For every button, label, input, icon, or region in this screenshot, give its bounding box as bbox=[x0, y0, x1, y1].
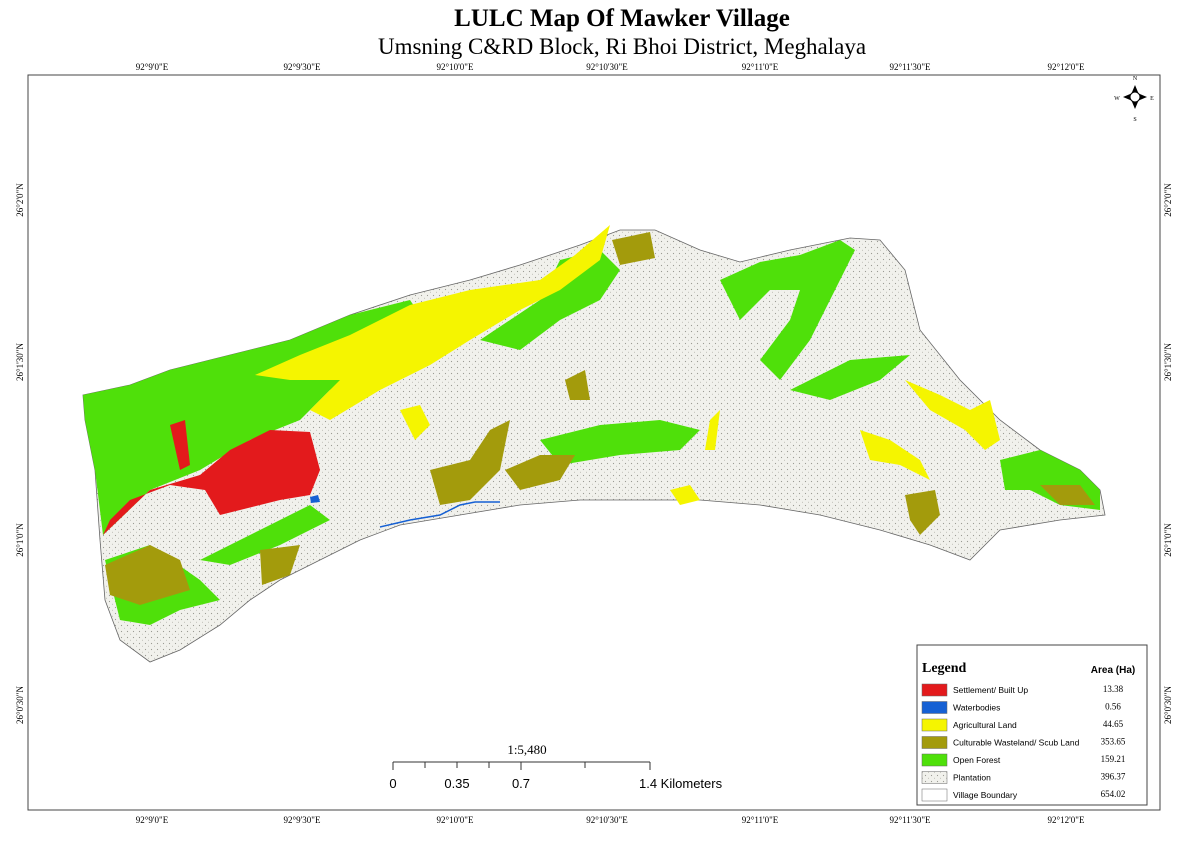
wasteland-e bbox=[612, 232, 655, 265]
legend-label: Waterbodies bbox=[953, 703, 1000, 713]
map-subtitle: Umsning C&RD Block, Ri Bhoi District, Me… bbox=[378, 34, 866, 59]
east-label: E bbox=[1150, 96, 1154, 102]
scale-label: 0.7 bbox=[512, 776, 530, 791]
agri-b bbox=[905, 380, 1000, 450]
north-arrow: N S E W bbox=[1114, 76, 1154, 123]
longitude-label: 92°9'0"E bbox=[136, 815, 169, 825]
longitude-label: 92°9'30"E bbox=[284, 62, 321, 72]
latitude-label: 26°1'0"N bbox=[15, 523, 25, 557]
south-label: S bbox=[1133, 117, 1136, 123]
lulc-layer bbox=[82, 225, 1106, 663]
map-frame bbox=[27, 74, 1161, 811]
legend-label: Village Boundary bbox=[953, 790, 1018, 800]
legend-area: 0.56 bbox=[1105, 702, 1121, 712]
agri-north bbox=[255, 225, 610, 420]
latitude-label: 26°2'0"N bbox=[1163, 183, 1173, 217]
legend-label: Agricultural Land bbox=[953, 720, 1017, 730]
agri-a bbox=[400, 405, 430, 440]
legend-swatch bbox=[921, 701, 948, 714]
longitude-label: 92°11'0"E bbox=[742, 62, 779, 72]
legend-swatch bbox=[921, 683, 948, 697]
longitude-label: 92°10'30"E bbox=[586, 62, 628, 72]
longitude-label: 92°10'0"E bbox=[437, 62, 474, 72]
longitude-label: 92°11'0"E bbox=[742, 815, 779, 825]
legend-area: 396.37 bbox=[1101, 772, 1126, 782]
longitude-label: 92°9'30"E bbox=[284, 815, 321, 825]
legend-swatch bbox=[921, 718, 948, 732]
agri-e bbox=[705, 410, 720, 450]
forest-band bbox=[540, 420, 700, 465]
wasteland-c bbox=[905, 490, 940, 535]
scale-label: 0.35 bbox=[444, 776, 469, 791]
west-label: W bbox=[1114, 96, 1120, 102]
north-arrow-hub bbox=[1129, 91, 1141, 103]
longitude-label: 92°10'0"E bbox=[437, 815, 474, 825]
forest-north bbox=[480, 250, 620, 350]
legend-area: 13.38 bbox=[1103, 684, 1124, 694]
scale-label: 0 bbox=[389, 776, 396, 791]
scale-label: 1.4 Kilometers bbox=[639, 776, 723, 791]
wasteland-f bbox=[1040, 485, 1095, 505]
legend-swatch bbox=[921, 753, 948, 767]
longitude-label: 92°12'0"E bbox=[1048, 815, 1085, 825]
latitude-label: 26°0'30"N bbox=[1163, 686, 1173, 724]
legend-label: Settlement/ Built Up bbox=[953, 685, 1028, 695]
forest-east bbox=[720, 240, 855, 380]
north-label: N bbox=[1133, 76, 1138, 82]
legend-swatch bbox=[921, 788, 948, 802]
wasteland-mid bbox=[430, 420, 510, 505]
longitude-label: 92°11'30"E bbox=[889, 62, 931, 72]
legend-label: Open Forest bbox=[953, 755, 1001, 765]
latitude-label: 26°1'0"N bbox=[1163, 523, 1173, 557]
legend-area: 159.21 bbox=[1101, 754, 1126, 764]
legend-area: 353.65 bbox=[1101, 737, 1126, 747]
longitude-label: 92°10'30"E bbox=[586, 815, 628, 825]
map-title: LULC Map Of Mawker Village bbox=[454, 5, 790, 32]
legend-area: 654.02 bbox=[1101, 789, 1126, 799]
settlement-b bbox=[170, 420, 190, 470]
latitude-label: 26°1'30"N bbox=[1163, 343, 1173, 381]
wasteland-b bbox=[565, 370, 590, 400]
wasteland-sw bbox=[105, 545, 190, 605]
longitude-label: 92°12'0"E bbox=[1048, 62, 1085, 72]
wasteland-a bbox=[505, 455, 575, 490]
scale-bar: 1:5,480 0 0.35 0.7 1.4 Kilometers bbox=[389, 742, 722, 791]
settlement bbox=[103, 430, 320, 535]
scale-ratio: 1:5,480 bbox=[507, 742, 546, 757]
legend: Legend Area (Ha) Settlement/ Built Up 13.… bbox=[916, 644, 1148, 806]
legend-swatch bbox=[921, 771, 948, 784]
legend-label: Culturable Wasteland/ Scub Land bbox=[953, 738, 1080, 748]
wasteland-d bbox=[260, 545, 300, 585]
forest-ne bbox=[790, 355, 910, 400]
legend-area: 44.65 bbox=[1103, 719, 1124, 729]
legend-title: Legend bbox=[922, 661, 967, 676]
legend-box bbox=[916, 644, 1148, 806]
agri-c bbox=[860, 430, 930, 480]
latitude-label: 26°2'0"N bbox=[15, 183, 25, 217]
waterbody bbox=[310, 495, 320, 503]
latitude-label: 26°0'30"N bbox=[15, 686, 25, 724]
legend-swatch bbox=[921, 736, 948, 749]
stream bbox=[379, 501, 500, 528]
legend-label: Plantation bbox=[953, 773, 991, 783]
latitude-label: 26°1'30"N bbox=[15, 343, 25, 381]
longitude-label: 92°11'30"E bbox=[889, 815, 931, 825]
longitude-label: 92°9'0"E bbox=[136, 62, 169, 72]
agri-d bbox=[670, 485, 700, 505]
legend-area-header: Area (Ha) bbox=[1091, 665, 1135, 676]
forest-south bbox=[200, 505, 330, 565]
